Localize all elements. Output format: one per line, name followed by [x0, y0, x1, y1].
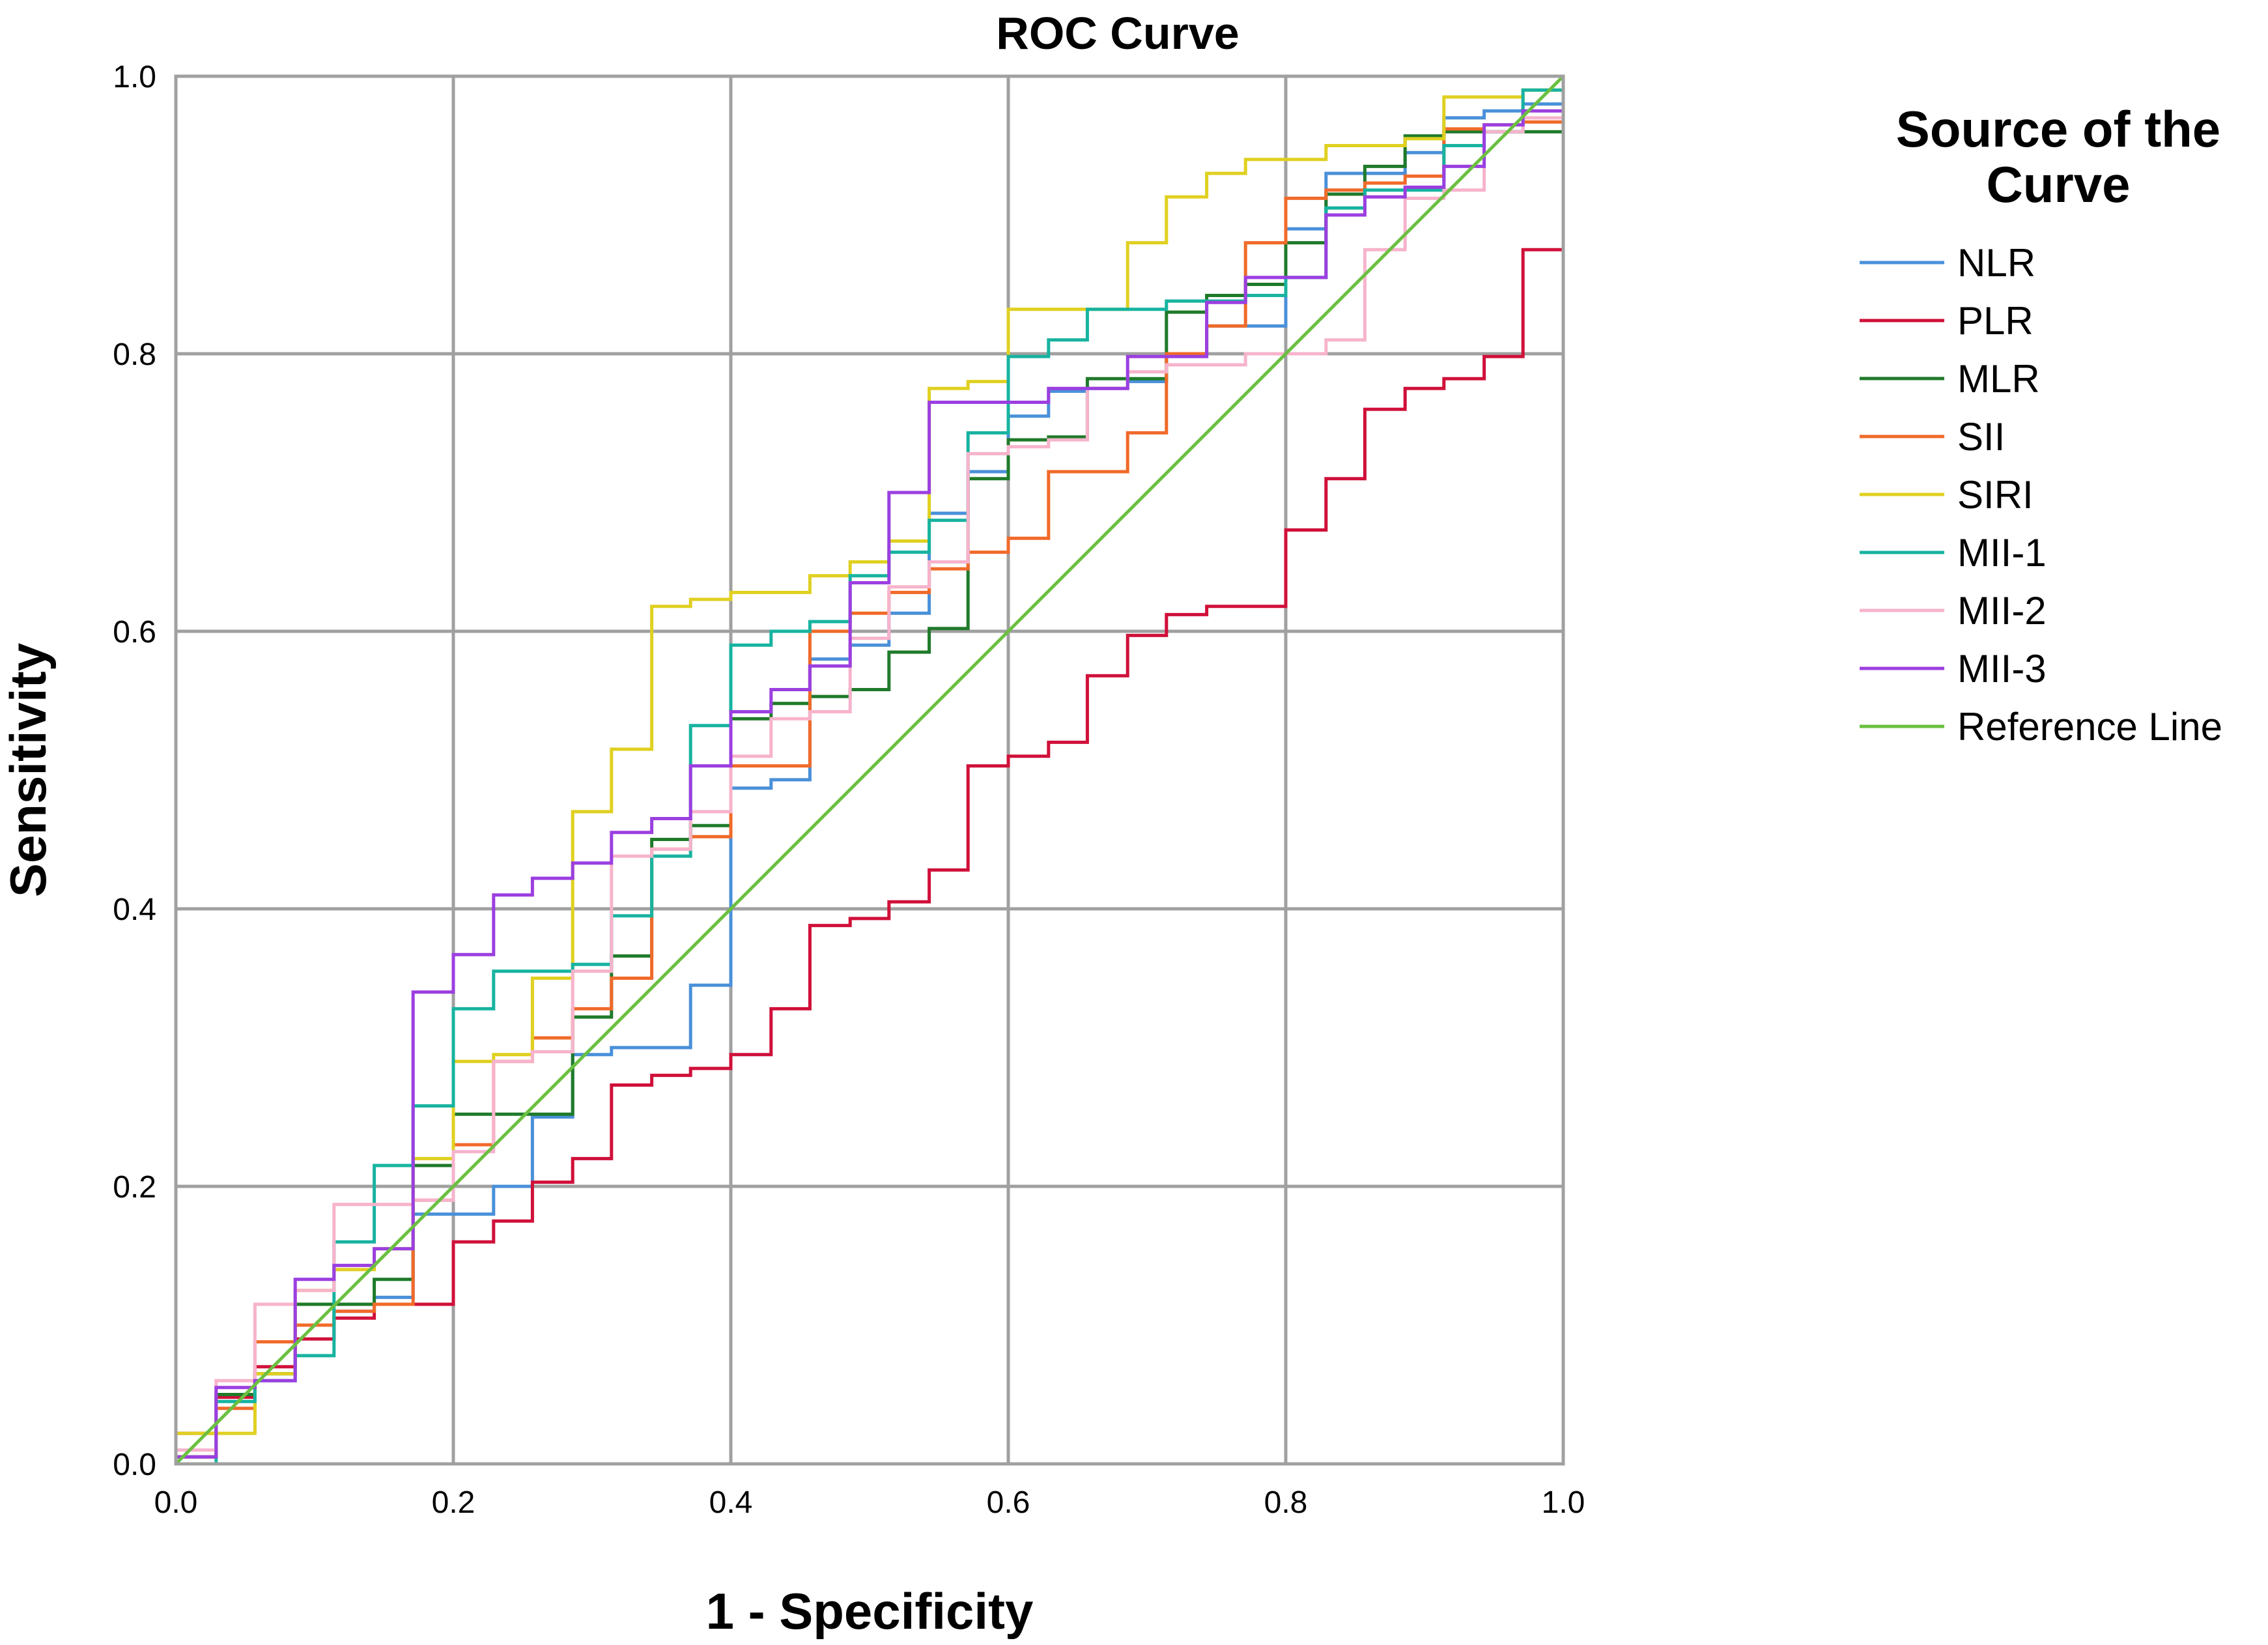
tick-labels: 0.0 0.2 0.4 0.6 0.8 1.0 0.0 0.2 0.4 0.6 0.8 1.0 — [113, 60, 1585, 1520]
plot-frame — [174, 74, 1565, 1466]
legend-title-line1: Source of the — [1896, 100, 2220, 158]
x-tick-label-5: 1.0 — [1542, 1485, 1585, 1520]
legend-label-mii-2: MII-2 — [1957, 589, 2047, 633]
y-axis-label: Sensitivity — [0, 643, 57, 897]
legend: Source of the Curve NLR PLR MLR SII SIRI MII-… — [1860, 100, 2222, 749]
series-line-mii-3 — [174, 76, 1565, 1464]
y-tick-label-2: 0.4 — [113, 893, 156, 927]
x-tick-label-3: 0.6 — [987, 1485, 1030, 1520]
legend-label-nlr: NLR — [1957, 241, 2035, 285]
x-axis-label: 1 - Specificity — [706, 1582, 1034, 1640]
y-tick-label-4: 0.8 — [113, 337, 156, 372]
x-tick-label-1: 0.2 — [432, 1485, 475, 1520]
x-tick-label-4: 0.8 — [1264, 1485, 1308, 1520]
legend-items: NLR PLR MLR SII SIRI MII-1 MII-2 MII-3 Reference… — [1860, 241, 2222, 749]
series-line-mlr — [174, 76, 1565, 1464]
legend-label-mii-3: MII-3 — [1957, 647, 2047, 691]
series-line-reference-line — [175, 75, 1565, 1465]
legend-label-sii: SII — [1957, 415, 2005, 459]
y-tick-label-3: 0.6 — [113, 615, 156, 650]
legend-label-mii-1: MII-1 — [1957, 531, 2047, 575]
legend-label-reference-line: Reference Line — [1957, 705, 2222, 749]
legend-label-siri: SIRI — [1957, 473, 2034, 517]
y-tick-label-0: 0.0 — [113, 1448, 156, 1482]
x-tick-label-0: 0.0 — [154, 1485, 198, 1520]
chart-title: ROC Curve — [996, 8, 1239, 59]
y-tick-label-1: 0.2 — [113, 1170, 156, 1205]
series-line-sii — [174, 76, 1565, 1464]
x-tick-label-2: 0.4 — [709, 1485, 753, 1520]
legend-title-line2: Curve — [1986, 156, 2130, 213]
series — [174, 75, 1565, 1466]
legend-label-mlr: MLR — [1957, 357, 2040, 401]
y-tick-label-5: 1.0 — [113, 60, 156, 94]
legend-label-plr: PLR — [1957, 299, 2034, 343]
